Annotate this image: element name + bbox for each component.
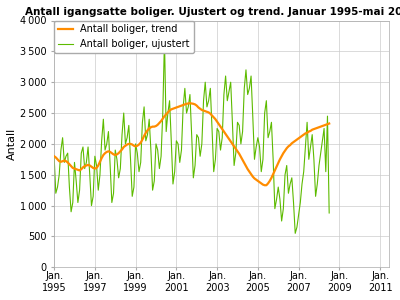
Antall boliger, ujustert [128, 158, 133, 161]
Antall boliger, trend [291, 140, 296, 144]
Antall boliger, ujustert [177, 160, 182, 164]
Antall boliger, trend [327, 122, 332, 125]
Antall boliger, trend [310, 128, 314, 131]
Title: Antall igangsatte boliger. Ujustert og trend. Januar 1995-mai 2011: Antall igangsatte boliger. Ujustert og t… [26, 7, 400, 17]
Line: Antall boliger, ujustert: Antall boliger, ujustert [54, 39, 329, 233]
Y-axis label: Antall: Antall [7, 128, 17, 160]
Antall boliger, trend [188, 101, 192, 105]
Antall boliger, ujustert [269, 121, 274, 124]
Antall boliger, trend [271, 172, 276, 176]
Antall boliger, trend [128, 142, 133, 146]
Antall boliger, ujustert [310, 133, 314, 136]
Antall boliger, trend [52, 154, 56, 158]
Antall boliger, ujustert [254, 145, 258, 149]
Antall boliger, trend [176, 105, 180, 109]
Antall boliger, ujustert [290, 176, 294, 180]
Antall boliger, ujustert [52, 154, 56, 158]
Antall boliger, ujustert [162, 37, 167, 41]
Antall boliger, ujustert [327, 211, 332, 215]
Legend: Antall boliger, trend, Antall boliger, ujustert: Antall boliger, trend, Antall boliger, u… [54, 20, 194, 53]
Line: Antall boliger, trend: Antall boliger, trend [54, 103, 329, 185]
Antall boliger, ujustert [293, 232, 298, 235]
Antall boliger, trend [254, 178, 258, 181]
Antall boliger, trend [262, 183, 267, 187]
